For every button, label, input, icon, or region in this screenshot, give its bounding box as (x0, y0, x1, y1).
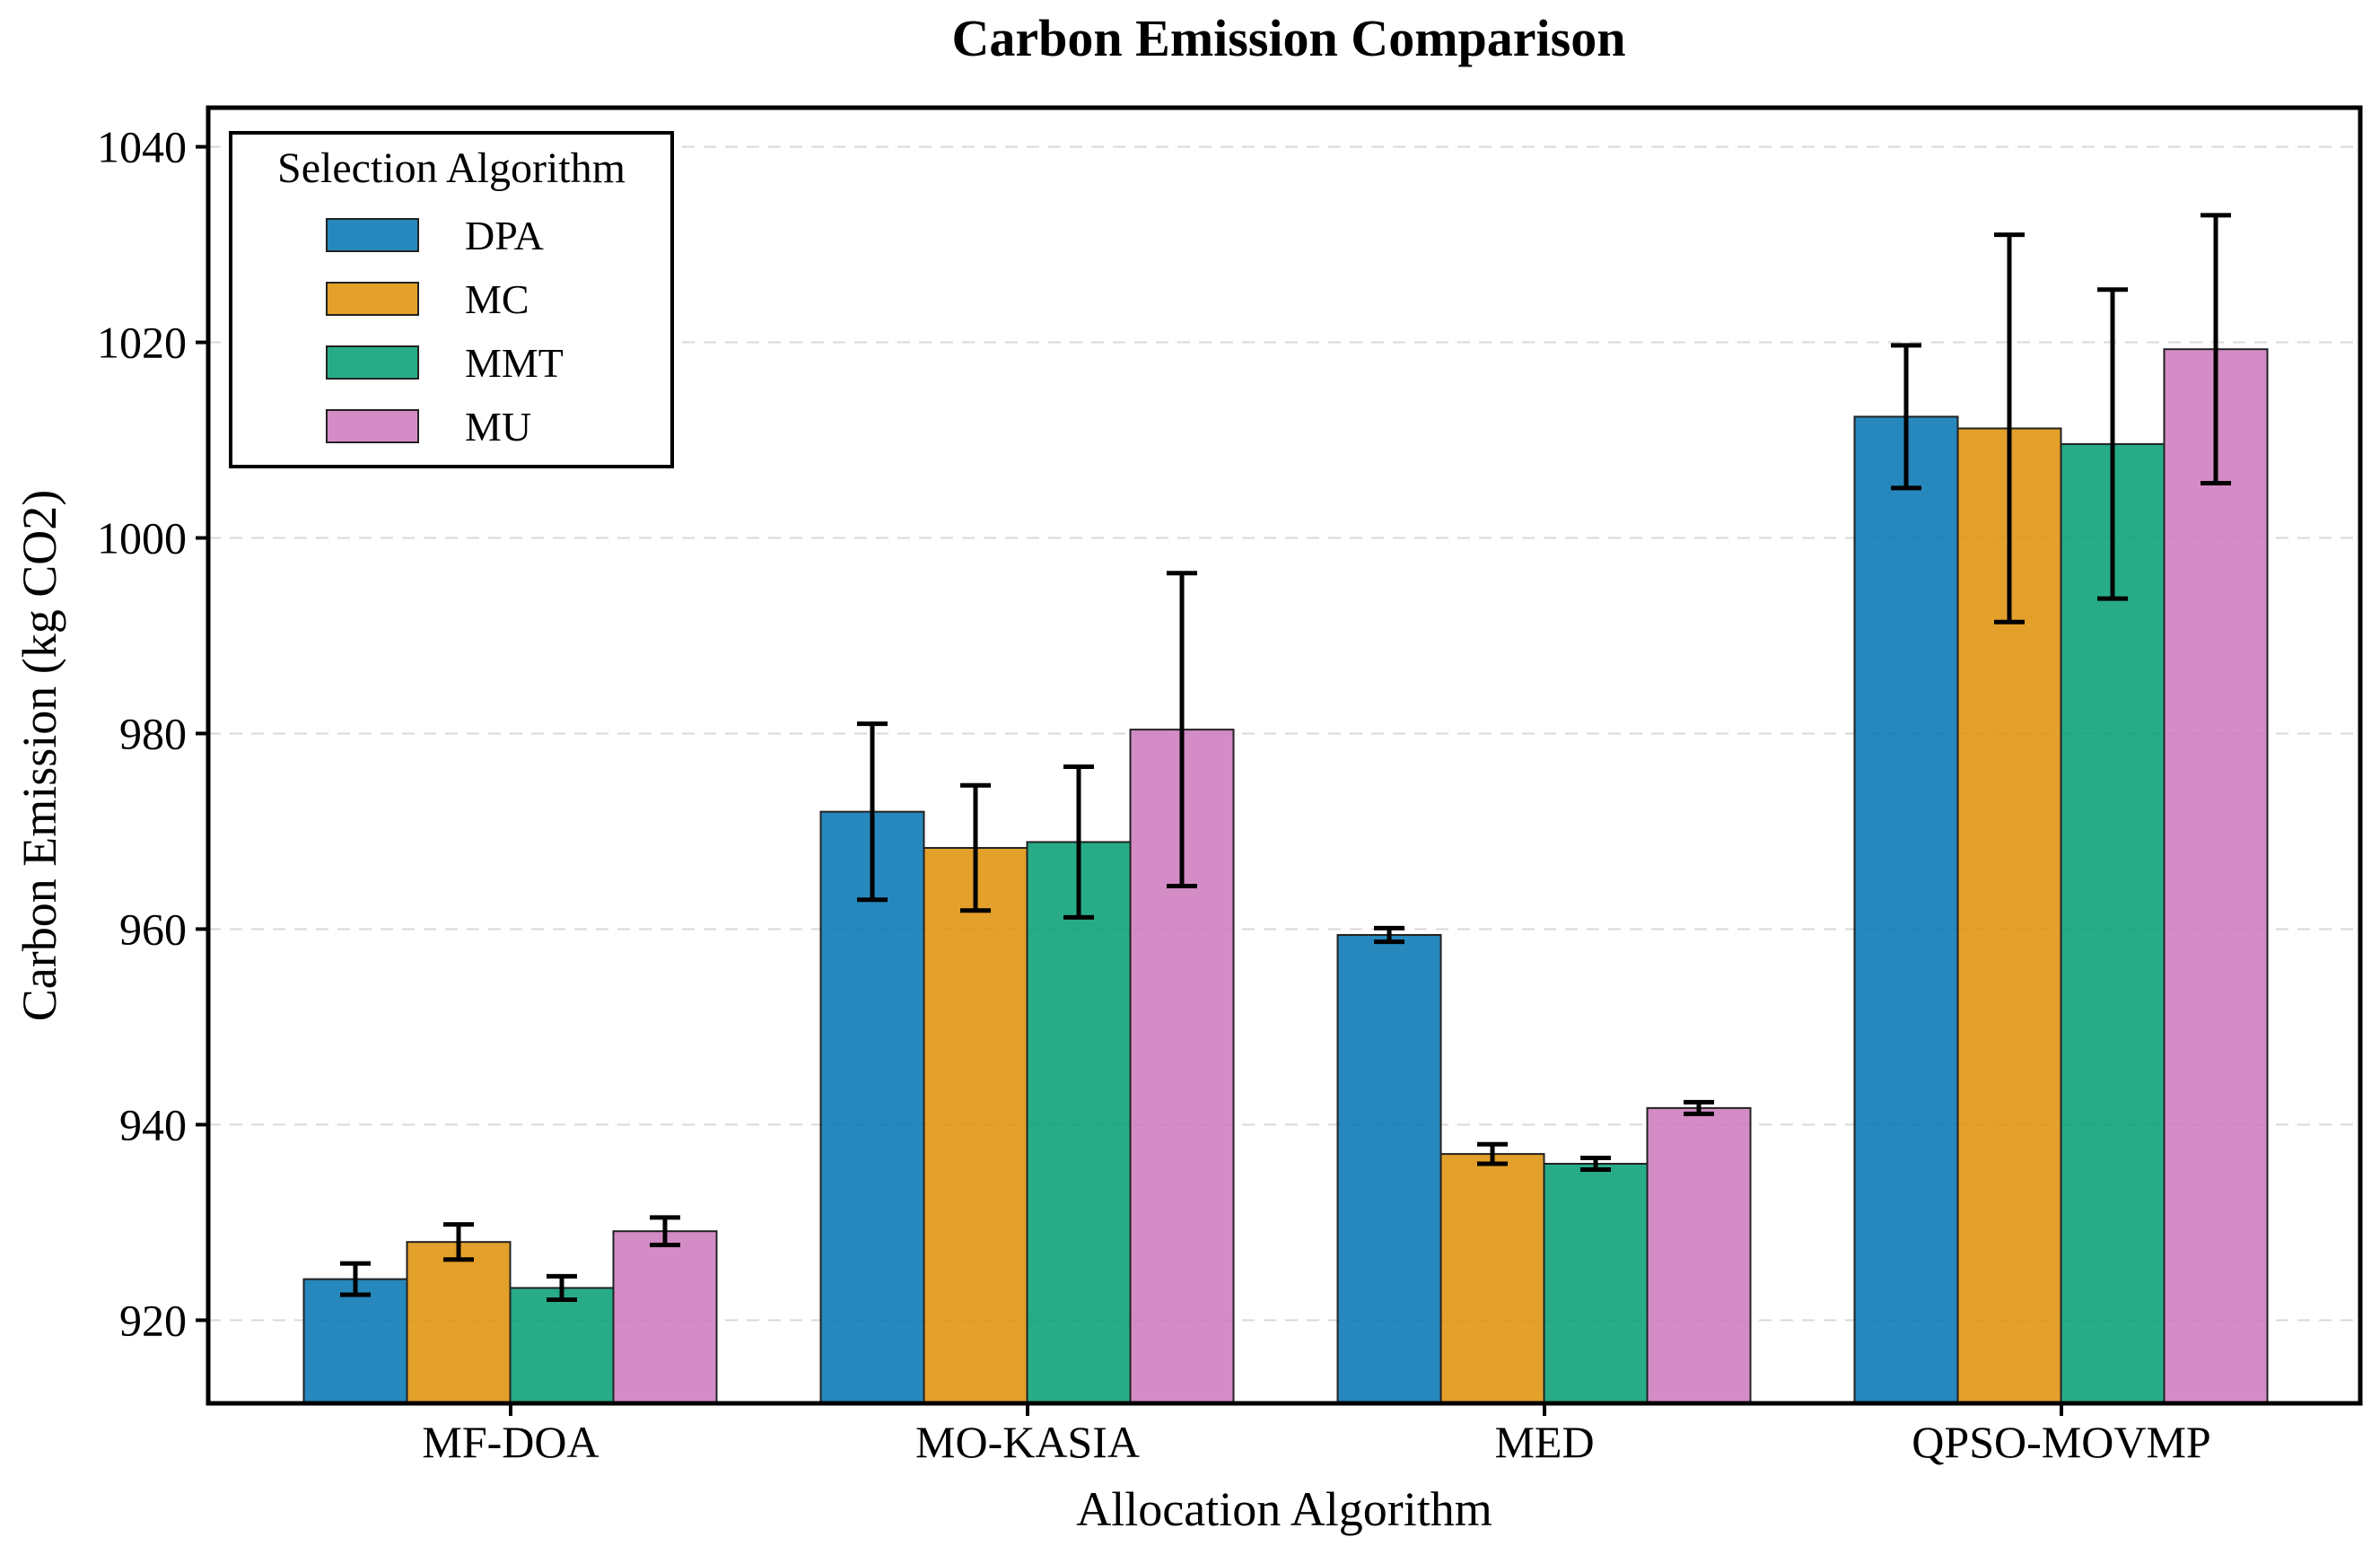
error-bar (650, 1215, 680, 1247)
legend-label: MC (465, 276, 529, 322)
error-bar (443, 1222, 474, 1262)
bar-mmt-mo-kasia (1026, 841, 1132, 1404)
y-tick-label: 960 (119, 904, 187, 954)
legend-swatch (326, 409, 419, 443)
bar-dpa-mo-kasia (819, 810, 925, 1404)
error-bar (1580, 1155, 1611, 1173)
x-tick-label: MO-KASIA (915, 1417, 1140, 1467)
x-axis: MF-DOA MO-KASIA MED QPSO-MOVMP (422, 1403, 2211, 1467)
plot-frame (206, 105, 2363, 1406)
bar-mc-mf-doa (406, 1241, 512, 1405)
bar-mu-med (1646, 1106, 1752, 1404)
x-tick-label: MF-DOA (422, 1417, 599, 1467)
y-tick-label: 940 (119, 1099, 187, 1149)
legend-label: DPA (465, 213, 544, 258)
y-tick-label: 1040 (97, 122, 187, 172)
legend-swatch (326, 345, 419, 380)
y-tick-label: 1020 (97, 318, 187, 368)
legend: Selection Algorithm DPA MC MMT MU (229, 131, 674, 468)
y-tick-label: 920 (119, 1295, 187, 1345)
error-bar (547, 1273, 577, 1302)
bar-dpa-qpso-movmp (1853, 415, 1959, 1404)
y-axis: 920 940 960 980 1000 1020 1040 (97, 122, 208, 1345)
legend-item-mu: MU (326, 404, 531, 450)
error-bar (1374, 925, 1404, 945)
error-bar (2097, 287, 2128, 601)
error-bar (960, 782, 991, 913)
error-bar (1891, 343, 1921, 491)
x-axis-label: Allocation Algorithm (1076, 1482, 1492, 1536)
bars (302, 348, 2269, 1405)
legend-item-mmt: MMT (326, 340, 564, 386)
bar-mc-med (1439, 1153, 1545, 1405)
y-tick-label: 980 (119, 708, 187, 758)
legend-label: MU (465, 404, 531, 450)
legend-title: Selection Algorithm (277, 144, 626, 192)
error-bar (857, 721, 888, 903)
bar-mu-qpso-movmp (2163, 348, 2269, 1405)
error-bar (1063, 764, 1094, 920)
error-bar (1167, 571, 1197, 888)
error-bar (1994, 232, 2025, 625)
legend-item-mc: MC (326, 276, 529, 322)
y-axis-label: Carbon Emission (kg CO2) (13, 490, 66, 1021)
legend-label: MMT (465, 340, 564, 386)
bar-dpa-med (1336, 933, 1442, 1404)
bar-dpa-mf-doa (302, 1278, 408, 1405)
bar-mmt-med (1543, 1162, 1649, 1404)
error-bars (340, 213, 2231, 1302)
error-bar (1684, 1099, 1714, 1116)
legend-box (229, 131, 674, 468)
legend-swatch (326, 282, 419, 316)
error-bar (2201, 213, 2231, 485)
bar-mmt-mf-doa (509, 1287, 615, 1404)
error-bar (1477, 1141, 1508, 1166)
error-bar (340, 1261, 371, 1297)
x-tick-label: QPSO-MOVMP (1912, 1417, 2210, 1467)
legend-swatch (326, 218, 419, 252)
x-tick-label: MED (1494, 1417, 1594, 1467)
y-tick-label: 1000 (97, 513, 187, 563)
bar-mu-mf-doa (612, 1230, 718, 1405)
legend-item-dpa: DPA (326, 213, 544, 258)
chart-title: Carbon Emission Comparison (952, 9, 1626, 67)
bar-mc-mo-kasia (923, 846, 1028, 1404)
